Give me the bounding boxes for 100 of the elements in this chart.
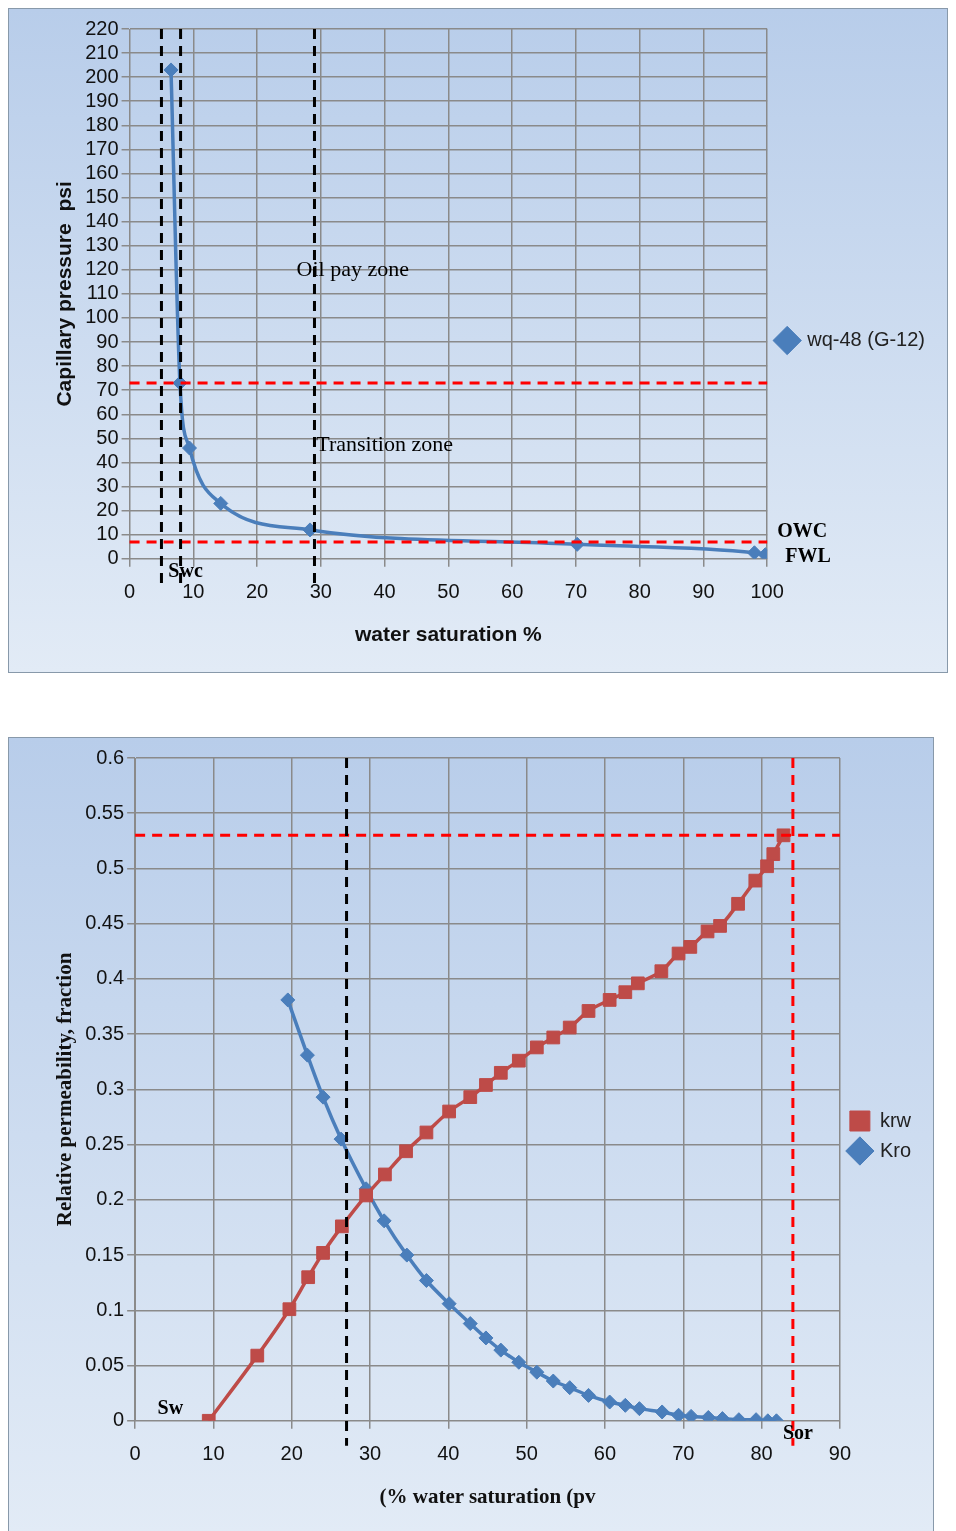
y-tick-label: 120 [85, 257, 119, 280]
point [250, 1348, 265, 1363]
point [581, 1387, 597, 1403]
legend-label: krw [879, 1108, 912, 1131]
point [683, 1408, 699, 1421]
y-tick-label: 0.45 [85, 911, 125, 934]
point [282, 1302, 297, 1317]
point [618, 985, 633, 1000]
point [671, 1407, 687, 1421]
point [748, 873, 763, 888]
point [280, 992, 296, 1008]
y-tick-label: 180 [85, 112, 119, 135]
y-tick-label: 0.6 [96, 745, 125, 768]
y-tick-label: 100 [85, 305, 119, 328]
point [442, 1104, 456, 1119]
y-tick-label: 160 [85, 161, 119, 184]
x-tick-label: 60 [593, 1442, 617, 1465]
point [399, 1144, 413, 1159]
point [700, 924, 715, 939]
ref-line-label: Swc [168, 558, 203, 581]
y-tick-label: 80 [96, 353, 119, 376]
legend-label: Kro [879, 1138, 911, 1161]
y-tick-label: 0.5 [96, 855, 125, 878]
x-tick-label: 80 [628, 580, 651, 603]
point [529, 1040, 544, 1055]
x-tick-label: 90 [692, 580, 715, 603]
point [731, 896, 745, 911]
point [562, 1020, 577, 1035]
point [630, 976, 645, 991]
point [562, 1380, 578, 1396]
y-tick-label: 0 [107, 546, 119, 569]
y-tick-label: 140 [85, 209, 119, 232]
point [713, 919, 727, 933]
point [478, 1330, 494, 1346]
point [182, 440, 198, 456]
legend-label: wq-48 (G-12) [806, 328, 925, 351]
point [511, 1354, 527, 1370]
point [529, 1364, 545, 1380]
point [493, 1065, 508, 1080]
y-tick-label: 50 [96, 425, 119, 448]
y-tick-label: 220 [85, 16, 119, 39]
point [654, 964, 669, 979]
x-tick-label: 20 [245, 580, 269, 603]
y-tick-label: 200 [85, 64, 119, 87]
point [376, 1213, 392, 1229]
annotation: Sw [157, 1395, 184, 1418]
point [631, 1401, 647, 1417]
y-tick-label: 0.1 [96, 1297, 125, 1320]
y-tick-label: 0.2 [96, 1187, 125, 1210]
point [378, 1167, 392, 1182]
point [299, 1047, 315, 1063]
x-tick-label: 90 [828, 1442, 851, 1465]
y-axis-title: Capillary pressure psi [52, 181, 76, 407]
annotation: FWL [785, 543, 831, 566]
point [766, 847, 781, 861]
point [399, 1247, 415, 1263]
y-tick-label: 0.3 [96, 1076, 125, 1099]
point [463, 1090, 478, 1104]
x-axis-title: (% water saturation (pv [379, 1483, 596, 1508]
point [602, 993, 617, 1007]
point [746, 545, 762, 559]
y-axis-title: Relative permeability, fraction [52, 952, 77, 1227]
y-tick-label: 20 [96, 498, 119, 521]
point [493, 1342, 509, 1358]
point [316, 1246, 330, 1260]
y-tick-label: 70 [96, 377, 119, 400]
y-tick-label: 0.25 [85, 1132, 125, 1155]
point [333, 1131, 349, 1147]
y-tick-label: 150 [85, 185, 119, 208]
y-tick-label: 130 [85, 233, 119, 256]
x-tick-label: 0 [129, 1442, 141, 1465]
x-tick-label: 70 [564, 580, 588, 603]
point [315, 1089, 331, 1105]
point [654, 1404, 670, 1420]
x-tick-label: 50 [515, 1442, 538, 1465]
y-tick-label: 0.55 [85, 800, 125, 823]
y-tick-label: 60 [96, 401, 119, 424]
point [418, 1273, 434, 1289]
point [163, 62, 179, 78]
y-tick-label: 0.4 [96, 966, 125, 989]
y-tick-label: 170 [85, 136, 119, 159]
x-tick-label: 80 [750, 1442, 773, 1465]
point [671, 946, 686, 961]
point [462, 1316, 478, 1332]
point [602, 1394, 618, 1410]
x-tick-label: 40 [437, 1442, 460, 1465]
point [581, 1004, 596, 1018]
y-tick-label: 210 [85, 40, 119, 63]
point [419, 1125, 434, 1140]
x-axis-title: water saturation % [354, 622, 543, 646]
y-tick-label: 30 [96, 474, 119, 497]
y-tick-label: 0.35 [85, 1021, 125, 1044]
point [546, 1030, 561, 1045]
point [441, 1296, 457, 1312]
x-tick-label: 30 [309, 580, 332, 603]
y-tick-label: 0.15 [85, 1242, 125, 1265]
x-tick-label: 10 [182, 580, 205, 603]
ref-line-label: Sor [782, 1420, 814, 1443]
point [301, 1270, 316, 1285]
x-tick-label: 60 [501, 580, 524, 603]
